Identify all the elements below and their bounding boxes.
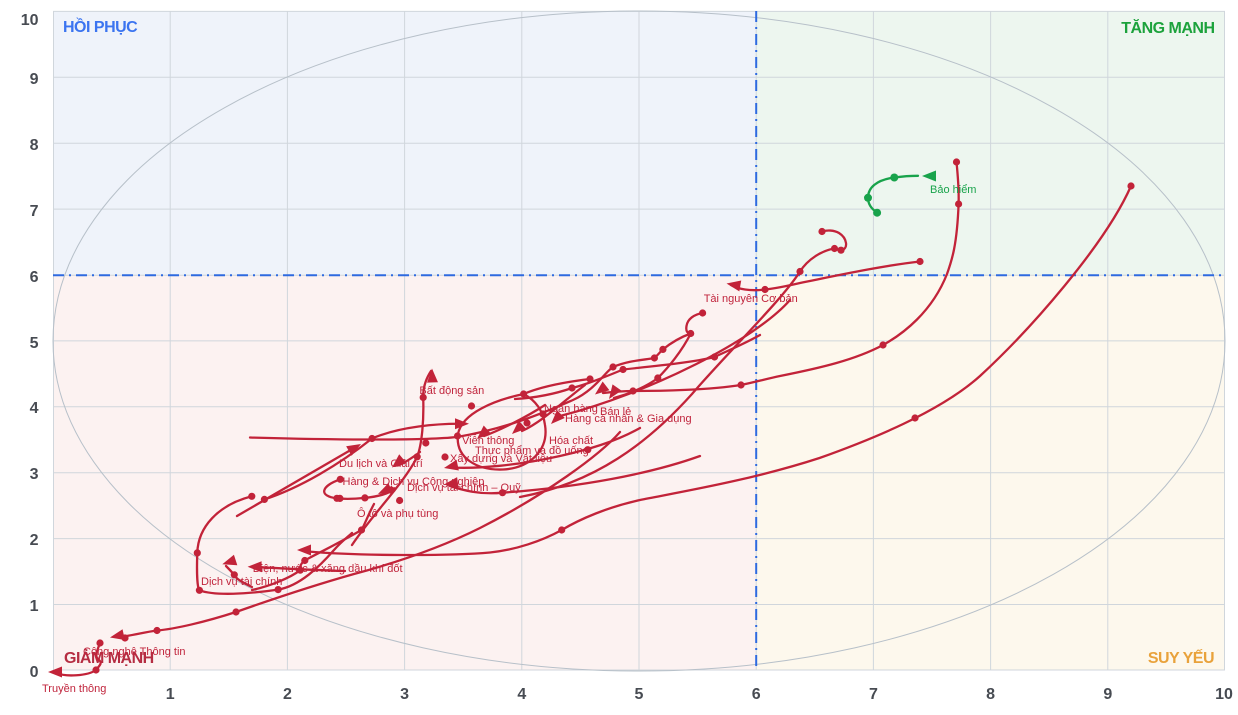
- svg-text:Tài nguyên Cơ bản: Tài nguyên Cơ bản: [704, 293, 798, 305]
- svg-text:9: 9: [1103, 686, 1112, 703]
- svg-text:7: 7: [30, 203, 39, 220]
- svg-text:Du lịch và Giải trí: Du lịch và Giải trí: [339, 458, 423, 470]
- svg-text:Ô tô và phụ tùng: Ô tô và phụ tùng: [357, 507, 438, 520]
- svg-text:9: 9: [30, 71, 39, 88]
- svg-text:2: 2: [283, 686, 292, 703]
- svg-text:Ngân hàng: Ngân hàng: [544, 403, 598, 415]
- svg-text:1: 1: [30, 598, 39, 615]
- svg-text:Công nghệ Thông tin: Công nghệ Thông tin: [83, 646, 186, 658]
- svg-text:2: 2: [30, 532, 39, 549]
- svg-text:Hóa chất: Hóa chất: [549, 435, 593, 447]
- svg-text:Bảo hiểm: Bảo hiểm: [930, 184, 976, 196]
- svg-text:10: 10: [21, 12, 39, 29]
- svg-text:Dịch vụ tài chính – Quỹ: Dịch vụ tài chính – Quỹ: [407, 482, 521, 494]
- svg-text:5: 5: [30, 335, 39, 352]
- svg-text:6: 6: [30, 269, 39, 286]
- svg-text:Bất động sản: Bất động sản: [419, 385, 484, 397]
- svg-text:Bán lẻ: Bán lẻ: [600, 406, 631, 418]
- svg-text:Truyền thông: Truyền thông: [42, 683, 106, 695]
- svg-text:HỒI PHỤC: HỒI PHỤC: [63, 17, 138, 36]
- svg-text:4: 4: [517, 686, 526, 703]
- svg-text:Xây dựng và Vật liệu: Xây dựng và Vật liệu: [450, 453, 552, 465]
- svg-text:SUY YẾU: SUY YẾU: [1148, 648, 1214, 667]
- svg-text:4: 4: [30, 400, 39, 417]
- svg-text:Điện, nước & xăng dầu khí đốt: Điện, nước & xăng dầu khí đốt: [253, 563, 403, 575]
- svg-text:8: 8: [986, 686, 995, 703]
- svg-text:Thực phẩm và đồ uống: Thực phẩm và đồ uống: [475, 445, 589, 457]
- svg-text:7: 7: [869, 686, 878, 703]
- svg-text:Viễn thông: Viễn thông: [462, 434, 514, 447]
- svg-text:TĂNG MẠNH: TĂNG MẠNH: [1121, 18, 1214, 37]
- svg-text:0: 0: [30, 664, 39, 681]
- svg-text:3: 3: [400, 686, 409, 703]
- svg-text:6: 6: [752, 686, 761, 703]
- svg-text:Hàng cá nhân & Gia dụng: Hàng cá nhân & Gia dụng: [565, 413, 692, 425]
- svg-text:Hàng & Dịch vụ Công nghiệp: Hàng & Dịch vụ Công nghiệp: [343, 476, 485, 488]
- svg-text:1: 1: [166, 686, 175, 703]
- svg-text:3: 3: [30, 466, 39, 483]
- svg-text:5: 5: [635, 686, 644, 703]
- svg-text:GIẢM MẠNH: GIẢM MẠNH: [64, 648, 154, 667]
- svg-text:Dịch vụ tài chính: Dịch vụ tài chính: [201, 576, 282, 588]
- svg-text:10: 10: [1215, 686, 1233, 703]
- svg-text:8: 8: [30, 137, 39, 154]
